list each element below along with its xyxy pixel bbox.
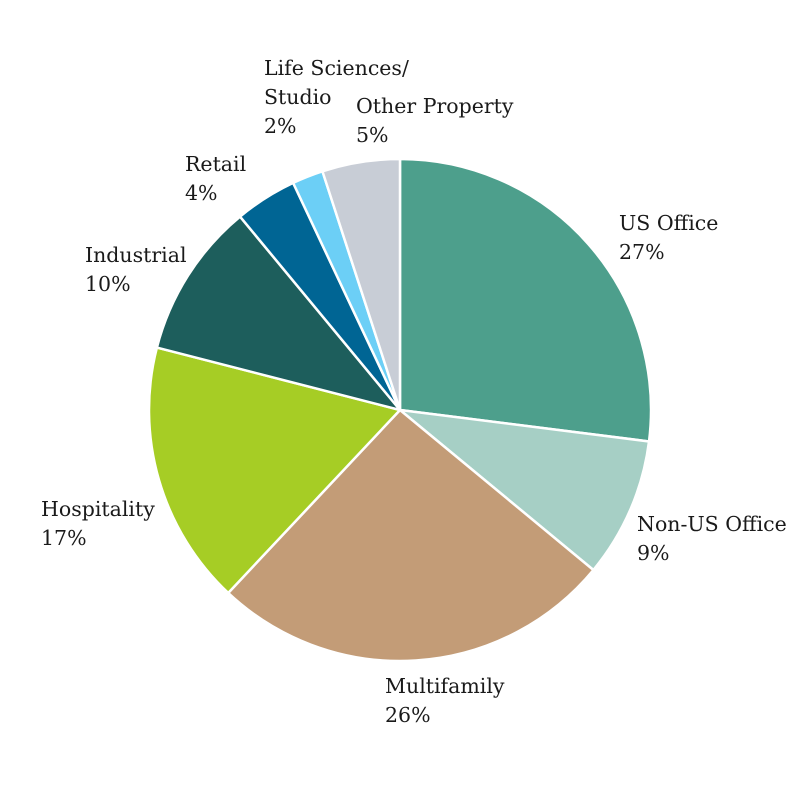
slice-percent-label: 9% [637, 541, 670, 565]
slice-name-label: Non-US Office [637, 512, 787, 536]
slice-label: Retail 4% [185, 152, 246, 205]
pie-slice-other-property [321, 157, 402, 412]
slice-label: Industrial 10% [85, 243, 187, 296]
slice-label: Life Sciences/Studio 2% [264, 56, 409, 138]
slice-name-label: Retail [185, 152, 246, 176]
slice-name-label: Hospitality [41, 497, 155, 521]
slice-label: US Office 27% [619, 211, 718, 264]
slice-label: Hospitality 17% [41, 497, 155, 550]
slice-name-label: US Office [619, 211, 718, 235]
slice-label: Other Property 5% [356, 94, 514, 147]
slice-name-label: Industrial [85, 243, 187, 267]
pie-slice-non-us-office [398, 408, 651, 572]
pie-slice-multifamily [226, 408, 595, 663]
slice-name-label: Other Property [356, 94, 514, 118]
slice-percent-label: 27% [619, 240, 665, 264]
slice-label: Multifamily 26% [385, 674, 505, 727]
slice-percent-label: 10% [85, 272, 131, 296]
pie-slice-industrial [155, 215, 402, 412]
pie-slice-hospitality [147, 346, 402, 595]
slice-name-label: Studio [264, 85, 332, 109]
slice-percent-label: 5% [356, 123, 389, 147]
slice-percent-label: 2% [264, 114, 297, 138]
slice-name-label: Life Sciences/ [264, 56, 409, 80]
slice-name-label: Multifamily [385, 674, 505, 698]
slice-labels: US Office 27% Non-US Office 9% Multifamily 26… [41, 56, 787, 727]
slice-percent-label: 4% [185, 181, 218, 205]
pie-slices [147, 157, 653, 663]
pie-slice-us-office [398, 157, 653, 443]
slice-percent-label: 17% [41, 526, 87, 550]
slice-percent-label: 26% [385, 703, 431, 727]
slice-label: Non-US Office 9% [637, 512, 787, 565]
